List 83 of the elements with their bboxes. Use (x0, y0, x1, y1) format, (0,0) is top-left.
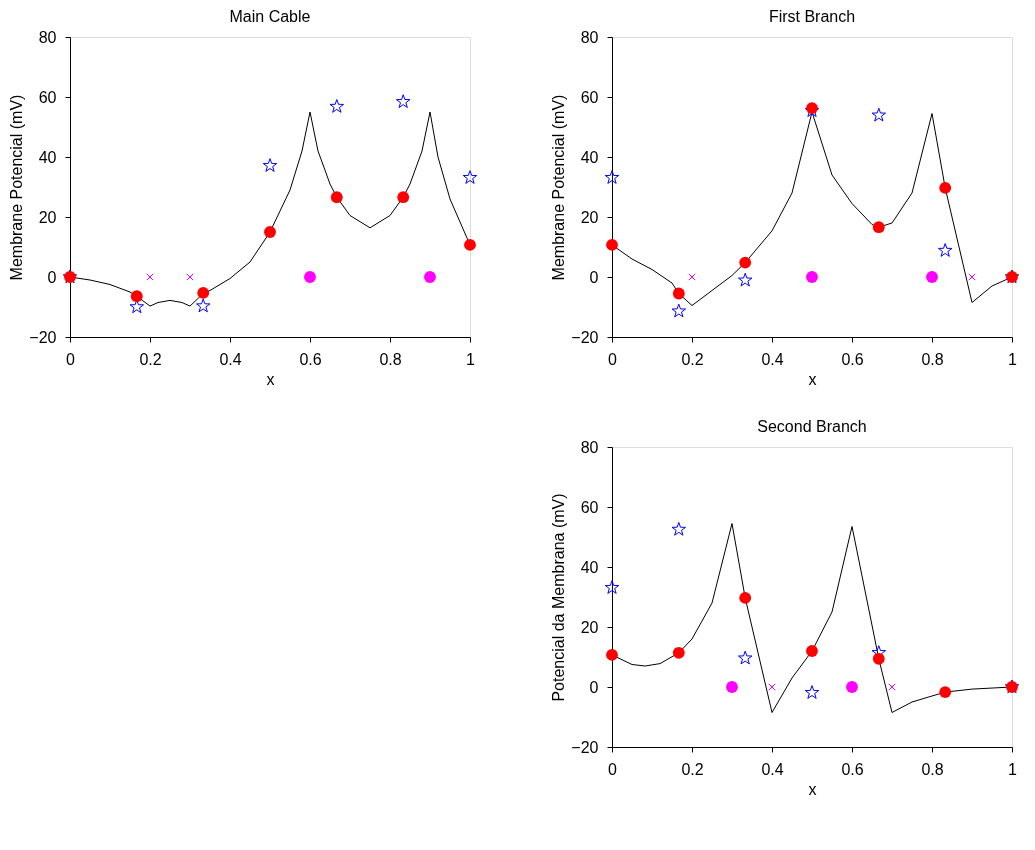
point (671, 521, 687, 536)
point (604, 170, 620, 184)
point (197, 287, 210, 299)
y-tick-label: −20 (571, 328, 599, 346)
y-tick-label: 20 (38, 208, 57, 226)
x-tick-label: 0.8 (921, 760, 944, 778)
y-tick-label: 80 (38, 28, 57, 46)
point (726, 681, 738, 693)
point (739, 256, 752, 269)
point (737, 650, 753, 665)
point (329, 99, 345, 113)
y-tick-label: 20 (580, 618, 599, 636)
point (424, 271, 436, 283)
x-axis-title: x (808, 780, 817, 798)
y-tick-label: 60 (580, 88, 599, 106)
chart-title: First Branch (768, 8, 856, 25)
y-tick-label: 60 (580, 498, 599, 516)
point (604, 580, 620, 594)
point (806, 271, 818, 283)
point (672, 287, 685, 300)
point (129, 299, 145, 314)
point (739, 592, 752, 604)
x-tick-label: 0.8 (379, 350, 402, 368)
x-tick-label: 0.4 (219, 350, 242, 368)
x-tick-label: 0.6 (841, 350, 864, 368)
point (264, 226, 276, 238)
point (672, 646, 685, 659)
y-tick-label: −20 (29, 328, 57, 346)
chart-title: Main Cable (229, 8, 311, 25)
x-tick-label: 1 (1008, 350, 1018, 368)
point (462, 170, 478, 184)
point (330, 191, 343, 204)
y-tick-label: 60 (38, 88, 57, 106)
x-tick-label: 0.2 (681, 760, 704, 778)
x-axis-title: x (266, 370, 275, 388)
point (939, 182, 952, 194)
point (737, 272, 753, 287)
y-tick-label: 40 (38, 148, 57, 166)
x-tick-label: 0.8 (921, 350, 944, 368)
y-tick-label: −20 (571, 738, 599, 756)
point (926, 271, 938, 283)
x-tick-label: 1 (466, 350, 476, 368)
point (872, 221, 885, 234)
x-tick-label: 0 (608, 760, 618, 778)
y-tick-label: 20 (580, 208, 599, 226)
point (804, 685, 820, 699)
point (806, 645, 818, 657)
x-tick-label: 0.4 (761, 760, 784, 778)
y-tick-label: 0 (47, 268, 57, 286)
point (846, 681, 858, 693)
point (464, 239, 476, 251)
y-axis-title: Membrane Potencial (mV) (550, 94, 568, 281)
x-axis-title: x (808, 370, 817, 388)
x-tick-label: 0.4 (761, 350, 784, 368)
x-tick-label: 0 (608, 350, 618, 368)
point (195, 298, 211, 313)
x-tick-label: 0.2 (681, 350, 704, 368)
x-tick-label: 1 (1008, 760, 1018, 778)
point (671, 303, 687, 318)
point (872, 652, 885, 665)
point (304, 271, 316, 283)
y-tick-label: 80 (580, 28, 599, 46)
y-axis-title: Membrane Potencial (mV) (8, 94, 26, 281)
point (939, 686, 952, 698)
y-tick-label: 40 (580, 558, 599, 576)
x-tick-label: 0.6 (299, 350, 322, 368)
x-tick-label: 0.2 (139, 350, 162, 368)
y-tick-label: 0 (589, 268, 599, 286)
point (397, 191, 410, 204)
point (937, 243, 953, 257)
point (130, 290, 143, 303)
y-tick-label: 80 (580, 438, 599, 456)
y-tick-label: 40 (580, 148, 599, 166)
x-tick-label: 0 (66, 350, 76, 368)
y-tick-label: 0 (589, 678, 599, 696)
point (262, 158, 278, 172)
point (871, 107, 887, 122)
point (395, 94, 411, 109)
point (606, 649, 618, 661)
x-tick-label: 0.6 (841, 760, 864, 778)
chart-title: Second Branch (757, 418, 867, 435)
point (606, 239, 618, 251)
y-axis-title: Potencial da Membrana (mV) (550, 493, 568, 702)
